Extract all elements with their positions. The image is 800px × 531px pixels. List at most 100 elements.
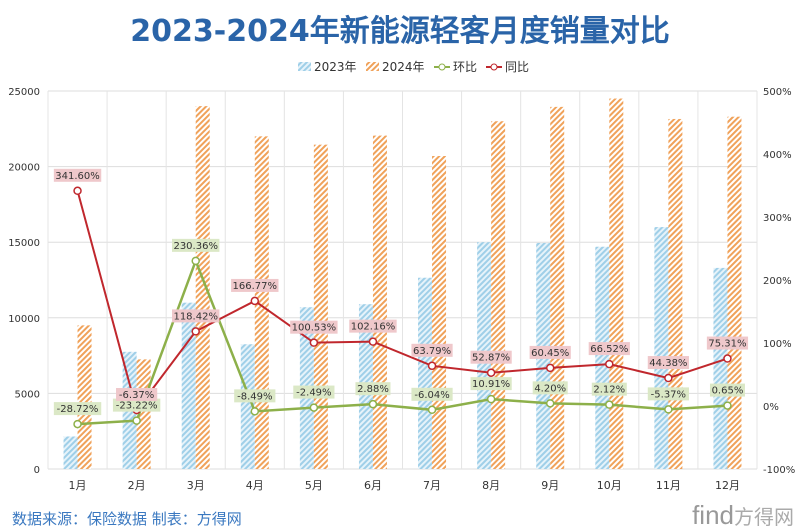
data-label-bg xyxy=(706,336,749,350)
point-yoy xyxy=(664,373,673,383)
x-tick: 9月 xyxy=(541,479,559,492)
legend-swatch xyxy=(366,62,379,71)
data-label-bg xyxy=(532,381,568,395)
point-mom xyxy=(191,256,200,266)
data-label-bg xyxy=(231,278,279,292)
x-tick: 2月 xyxy=(128,479,146,492)
data-label-bg xyxy=(349,319,397,333)
data-label-yoy: 341.60% xyxy=(55,171,100,182)
bar-2024 xyxy=(491,121,506,470)
bar-2023 xyxy=(654,227,669,469)
point-mom xyxy=(250,407,260,416)
data-label-yoy: 100.53% xyxy=(292,323,337,334)
point-yoy xyxy=(73,186,82,196)
data-label-bg xyxy=(529,345,571,359)
data-label-mom: -8.49% xyxy=(237,391,272,402)
legend-label: 2023年 xyxy=(314,60,357,74)
data-label-yoy: 166.77% xyxy=(233,281,278,292)
point-mom xyxy=(368,399,378,409)
bar-2024 xyxy=(550,106,565,469)
data-label-mom: -28.72% xyxy=(57,404,99,415)
data-label-bg xyxy=(411,343,453,357)
y-left-tick: 5000 xyxy=(15,389,40,400)
point-yoy xyxy=(250,296,260,306)
data-label-yoy: -6.37% xyxy=(119,390,154,401)
data-label-mom: -2.49% xyxy=(296,388,331,399)
data-label-bg xyxy=(355,382,391,396)
x-tick: 12月 xyxy=(715,479,740,492)
y-right-tick: 200% xyxy=(763,276,792,287)
data-label-yoy: 118.42% xyxy=(173,311,218,322)
data-label-bg xyxy=(470,377,512,391)
y-right-tick: -100% xyxy=(763,465,795,476)
y-right-tick: 300% xyxy=(763,213,792,224)
point-mom xyxy=(545,399,555,408)
data-label-yoy: 75.31% xyxy=(708,339,746,350)
point-yoy xyxy=(486,368,496,377)
x-tick: 10月 xyxy=(597,479,622,492)
bar-2024 xyxy=(372,135,387,469)
data-label-bg xyxy=(234,389,276,403)
data-label-bg xyxy=(293,385,335,399)
data-label-yoy: 60.45% xyxy=(531,348,569,359)
bar-2024 xyxy=(254,136,269,470)
data-label-bg xyxy=(647,356,689,370)
point-yoy xyxy=(427,361,437,371)
bar-2023 xyxy=(181,302,196,469)
x-tick: 7月 xyxy=(423,479,441,492)
bar-2023 xyxy=(418,277,433,469)
y-left-tick: 25000 xyxy=(8,87,40,98)
data-label-bg xyxy=(647,387,689,401)
point-mom xyxy=(309,403,319,412)
point-mom xyxy=(73,419,82,429)
data-label-mom: 230.36% xyxy=(173,241,218,252)
data-label-bg xyxy=(172,238,220,252)
legend-label: 环比 xyxy=(453,60,477,74)
point-mom xyxy=(132,416,141,425)
point-yoy xyxy=(723,354,732,363)
data-label-yoy: 44.38% xyxy=(649,358,687,369)
data-label-bg xyxy=(116,388,158,402)
logo: find方得网 xyxy=(692,500,794,530)
x-tick: 4月 xyxy=(246,479,264,492)
x-tick: 1月 xyxy=(69,479,87,492)
point-mom xyxy=(664,405,673,414)
data-label-mom: 2.88% xyxy=(357,384,389,395)
point-yoy xyxy=(309,338,319,347)
bar-2024 xyxy=(609,98,624,469)
data-label-bg xyxy=(172,309,220,323)
legend-marker xyxy=(490,63,498,71)
chart: 0 5000 10000 15000 20000 25000 -100% 0% 100% 200%… xyxy=(8,60,795,492)
data-label-bg xyxy=(290,320,338,334)
line-mom xyxy=(77,257,728,426)
bar-2024 xyxy=(668,118,683,470)
point-mom xyxy=(427,405,437,415)
data-label-bg xyxy=(411,387,453,401)
data-label-yoy: 102.16% xyxy=(351,322,396,333)
point-mom xyxy=(486,394,496,404)
data-label-mom: -5.37% xyxy=(651,389,686,400)
bar-2024 xyxy=(313,144,328,469)
legend-label: 同比 xyxy=(505,60,529,74)
y-right-tick: 500% xyxy=(763,87,792,98)
point-yoy xyxy=(545,363,555,373)
x-tick: 5月 xyxy=(305,479,323,492)
y-left-tick: 10000 xyxy=(8,314,40,325)
x-tick: 11月 xyxy=(656,479,681,492)
bar-2024 xyxy=(136,359,151,469)
bar-2023 xyxy=(595,246,610,469)
y-left-tick: 20000 xyxy=(8,163,40,174)
data-label-bg xyxy=(53,168,102,182)
point-mom xyxy=(723,401,732,410)
y-left-tick: 0 xyxy=(34,465,40,476)
point-mom xyxy=(605,400,614,409)
line-yoy xyxy=(76,190,728,413)
data-label-bg xyxy=(470,350,512,364)
bar-2024 xyxy=(432,156,447,470)
point-yoy xyxy=(191,327,200,336)
y-right-tick: 400% xyxy=(763,150,792,161)
data-label-yoy: 52.87% xyxy=(472,353,510,364)
point-yoy xyxy=(605,359,614,369)
legend-label: 2024年 xyxy=(382,60,425,74)
data-label-yoy: 66.52% xyxy=(590,344,628,355)
